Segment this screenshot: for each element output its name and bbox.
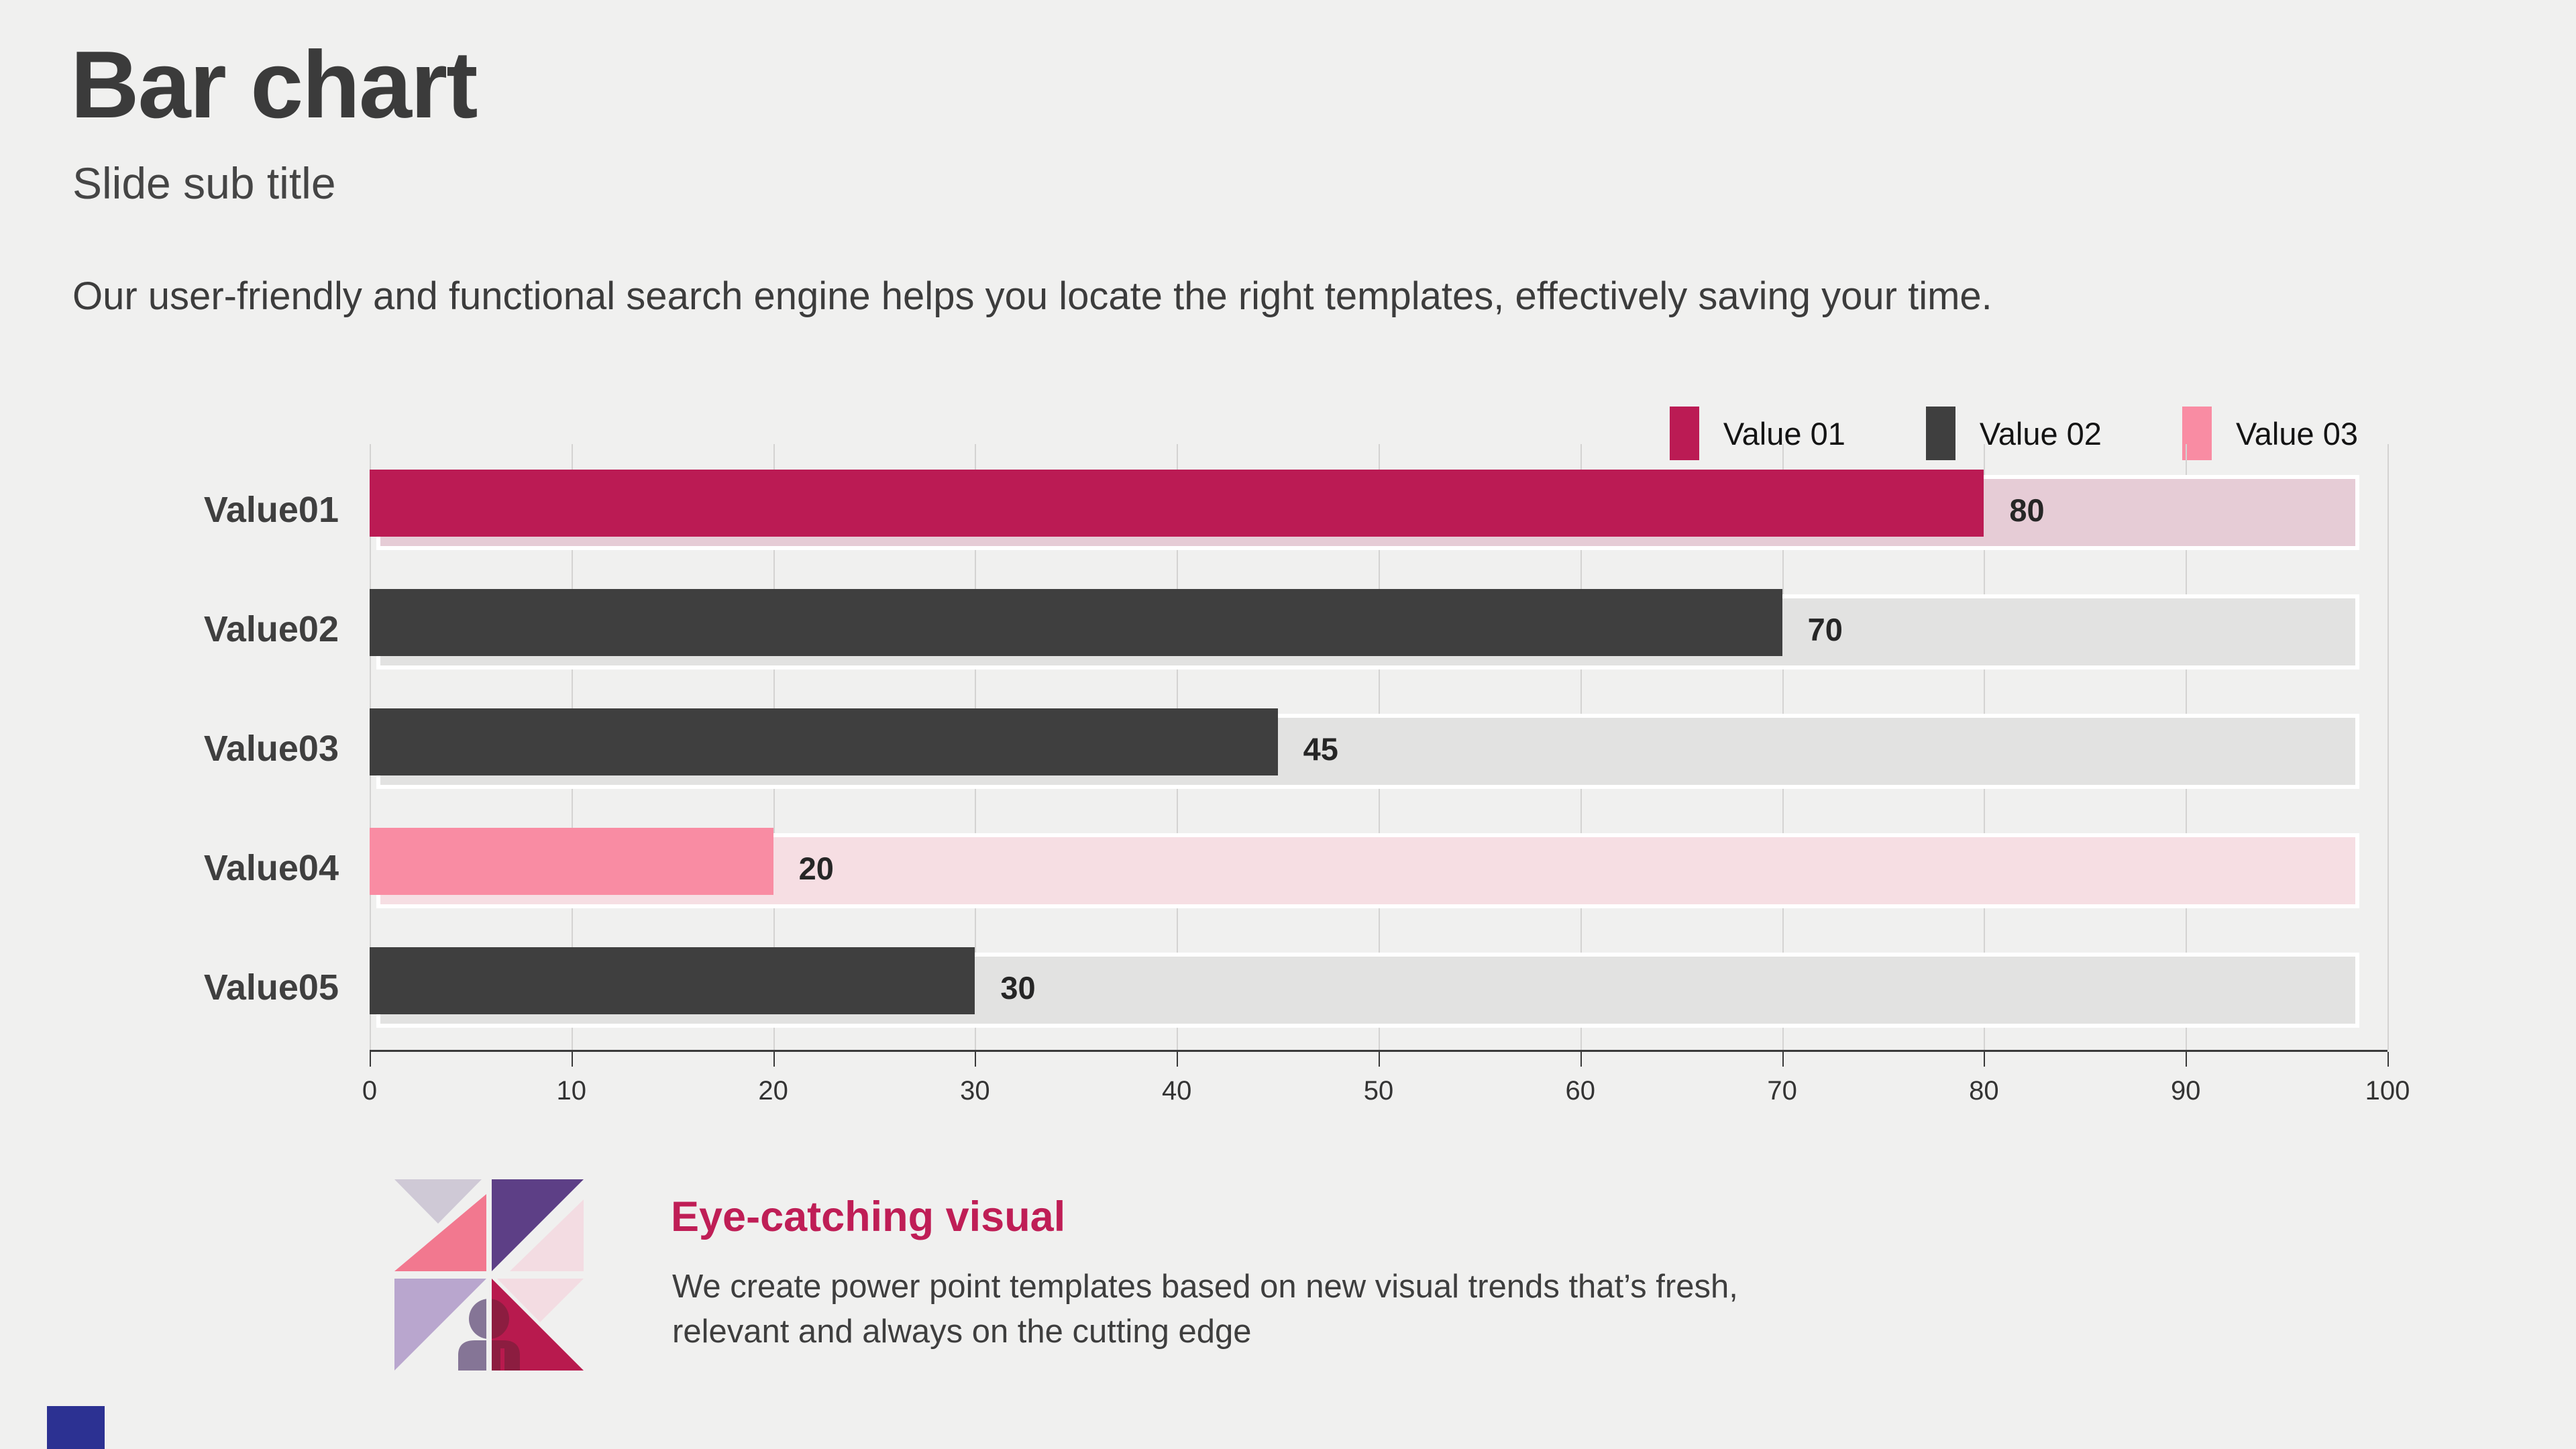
bar-Value03 — [370, 708, 1278, 775]
category-label: Value02 — [203, 609, 339, 649]
bar-value-label: 80 — [2009, 492, 2045, 528]
x-axis-tick — [1177, 1052, 1179, 1067]
x-axis-tick — [571, 1052, 573, 1067]
x-axis-tick-label: 100 — [2365, 1076, 2410, 1106]
x-axis-tick-label: 60 — [1565, 1076, 1596, 1106]
x-axis-tick — [773, 1052, 775, 1067]
gridline — [2387, 444, 2389, 1050]
x-axis-tick — [975, 1052, 977, 1067]
x-axis-tick-label: 80 — [1969, 1076, 1999, 1106]
bar-value-label: 20 — [798, 850, 834, 886]
x-axis-tick-label: 0 — [362, 1076, 378, 1106]
bar-Value02 — [370, 589, 1782, 656]
x-axis-tick — [370, 1052, 371, 1067]
x-axis-tick-label: 40 — [1161, 1076, 1192, 1106]
bar-value-label: 45 — [1303, 731, 1338, 767]
bar-value-label: 30 — [1000, 969, 1036, 1006]
slide-title: Bar chart — [70, 32, 478, 138]
bar-value-label: 70 — [1807, 611, 1843, 647]
category-label: Value01 — [203, 490, 339, 530]
x-axis-tick — [1379, 1052, 1380, 1067]
x-axis-tick-label: 10 — [556, 1076, 587, 1106]
legend-item: Value 01 — [1669, 407, 1845, 460]
legend-label: Value 01 — [1723, 415, 1845, 451]
category-label: Value05 — [203, 967, 339, 1008]
x-axis-tick-label: 50 — [1363, 1076, 1394, 1106]
footer-body-line2: relevant and always on the cutting edge — [672, 1313, 1252, 1350]
legend-item: Value 03 — [2182, 407, 2358, 460]
pinwheel-logo — [394, 1179, 584, 1371]
corner-accent-square — [47, 1406, 105, 1449]
x-axis-tick — [1580, 1052, 1582, 1067]
chart-legend: Value 01 Value 02 Value 03 — [1669, 407, 2358, 460]
slide-subtitle: Slide sub title — [72, 158, 336, 208]
category-label: Value03 — [203, 729, 339, 769]
x-axis-tick-label: 30 — [960, 1076, 990, 1106]
bar-Value05 — [370, 947, 975, 1014]
x-axis-tick-label: 90 — [2170, 1076, 2201, 1106]
legend-label: Value 02 — [1979, 415, 2102, 451]
footer-heading: Eye-catching visual — [671, 1193, 1066, 1240]
category-label: Value04 — [203, 848, 339, 888]
x-axis-tick — [1782, 1052, 1784, 1067]
footer-body-line1: We create power point templates based on… — [672, 1269, 1738, 1305]
legend-swatch-icon — [1925, 407, 1955, 460]
legend-swatch-icon — [1669, 407, 1699, 460]
x-axis-tick — [2186, 1052, 2188, 1067]
x-axis-tick — [1984, 1052, 1986, 1067]
legend-item: Value 02 — [1925, 407, 2102, 460]
x-axis-tick-label: 20 — [758, 1076, 788, 1106]
legend-label: Value 03 — [2235, 415, 2358, 451]
x-axis-tick-label: 70 — [1767, 1076, 1797, 1106]
legend-swatch-icon — [2182, 407, 2212, 460]
bar-Value04 — [370, 828, 773, 895]
bar-Value01 — [370, 470, 1984, 537]
x-axis-line — [370, 1050, 2387, 1052]
footer-body: We create power point templates based on… — [672, 1265, 1738, 1354]
slide-description: Our user-friendly and functional search … — [72, 274, 1992, 318]
x-axis-tick — [2387, 1052, 2389, 1067]
